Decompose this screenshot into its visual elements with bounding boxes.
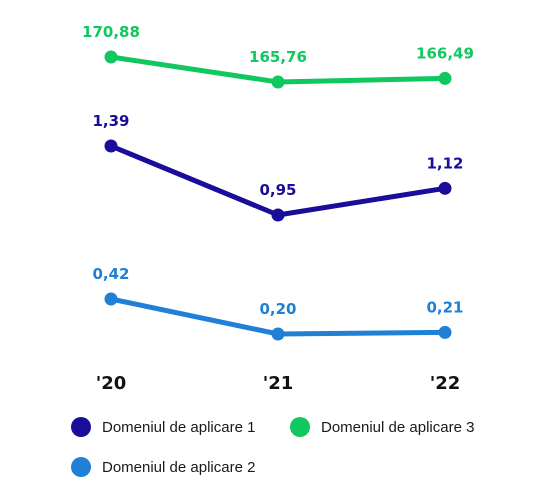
x-tick-label: '20: [96, 373, 127, 394]
data-label: 165,76: [249, 48, 307, 66]
data-label: 1,12: [426, 154, 463, 172]
data-point: [104, 139, 118, 153]
legend-label: Domeniul de aplicare 2: [102, 458, 256, 476]
series-s3: 170,88 165,76 166,49: [82, 23, 474, 89]
data-point: [271, 327, 285, 341]
data-label: 0,42: [92, 265, 129, 283]
legend-marker: [71, 457, 91, 477]
legend-item-scope-3: Domeniul de aplicare 3: [290, 417, 474, 437]
data-label: 0,20: [259, 300, 296, 318]
data-point: [438, 181, 452, 195]
legend-marker: [71, 417, 91, 437]
data-point: [438, 325, 452, 339]
legend-item-scope-2: Domeniul de aplicare 2: [71, 457, 255, 477]
series-s1: 1,39 0,95 1,12: [92, 112, 464, 222]
data-label: 1,39: [92, 112, 129, 130]
data-label: 170,88: [82, 23, 140, 41]
legend-marker: [290, 417, 310, 437]
legend-item-scope-1: Domeniul de aplicare 1: [71, 417, 255, 437]
legend-label: Domeniul de aplicare 3: [321, 418, 475, 436]
x-tick-label: '22: [430, 373, 461, 394]
data-label: 0,95: [259, 181, 296, 199]
series-s2: 0,42 0,20 0,21: [92, 265, 464, 341]
data-point: [438, 71, 452, 85]
legend-label: Domeniul de aplicare 1: [102, 418, 256, 436]
data-point: [271, 208, 285, 222]
x-tick-label: '21: [263, 373, 294, 394]
data-point: [271, 75, 285, 89]
data-point: [104, 50, 118, 64]
x-axis: '20 '21 '22: [96, 373, 461, 394]
data-label: 0,21: [426, 298, 463, 316]
data-label: 166,49: [416, 44, 474, 62]
data-point: [104, 292, 118, 306]
